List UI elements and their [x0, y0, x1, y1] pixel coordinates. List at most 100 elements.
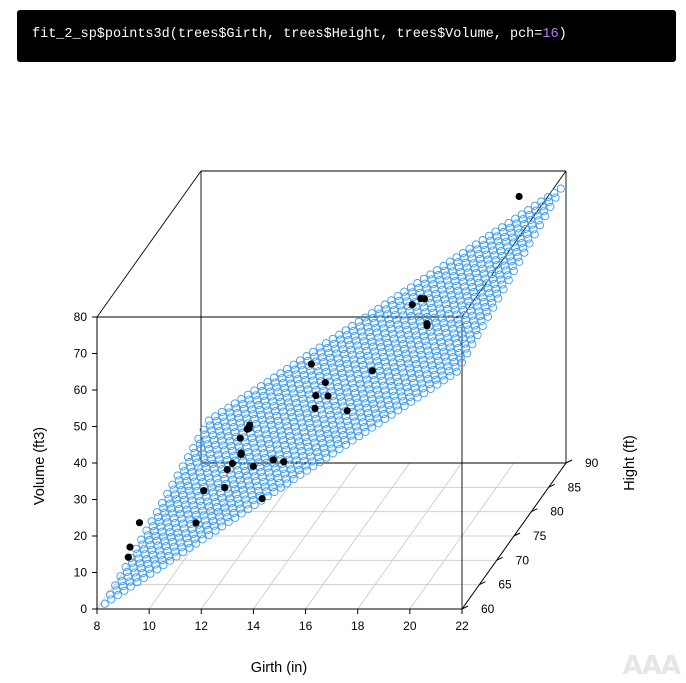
plane-marker [182, 505, 191, 514]
plane-marker [469, 316, 478, 325]
plane-marker [327, 387, 336, 396]
plane-marker [271, 435, 280, 444]
plane-marker [231, 485, 240, 494]
plane-marker [208, 459, 217, 468]
plane-marker [504, 247, 513, 256]
plane-marker [534, 216, 543, 225]
data-point [307, 360, 315, 368]
z-tick [461, 605, 469, 610]
plane-marker [189, 529, 198, 538]
plane-marker [190, 534, 199, 543]
plane-marker [530, 201, 539, 210]
plane-marker [214, 479, 223, 488]
plane-marker [481, 303, 490, 312]
plane-marker [241, 409, 250, 418]
plane-marker [261, 453, 270, 463]
plane-marker [283, 479, 292, 488]
plane-marker [449, 300, 459, 309]
plane-marker [191, 482, 200, 491]
plane-marker [459, 334, 468, 343]
data-point [221, 483, 229, 492]
plane-marker [351, 417, 360, 426]
plane-marker [337, 397, 347, 406]
plane-marker [277, 431, 287, 440]
plane-marker [448, 267, 457, 276]
plane-marker [301, 404, 310, 413]
plane-marker [238, 457, 247, 466]
plane-marker [233, 494, 242, 503]
plane-marker [326, 410, 335, 420]
plane-marker [176, 509, 185, 518]
plane-marker [315, 457, 324, 467]
plane-marker [410, 326, 419, 335]
plane-marker [251, 448, 260, 457]
plane-marker [283, 450, 292, 459]
x-tick-label: 16 [299, 619, 313, 633]
plane-marker [468, 311, 477, 320]
plane-marker [342, 331, 352, 340]
plane-marker [435, 304, 444, 313]
plane-marker [182, 534, 191, 543]
plane-marker [350, 360, 359, 369]
plane-marker [424, 375, 433, 384]
plane-marker [427, 275, 436, 284]
plane-marker [164, 523, 173, 532]
plane-marker [280, 383, 289, 392]
plane-marker [214, 507, 223, 516]
plane-marker [434, 299, 443, 308]
plane-marker [117, 577, 126, 586]
plane-marker [453, 286, 462, 295]
plane-marker [185, 486, 194, 495]
y-tick-label: 30 [74, 493, 88, 507]
plane-marker [517, 238, 526, 248]
plane-marker [496, 275, 505, 284]
plane-marker [367, 337, 376, 346]
plane-marker [442, 357, 451, 366]
plane-marker [298, 394, 307, 403]
plane-marker [474, 307, 483, 316]
plane-marker [181, 472, 190, 481]
plane-marker [397, 306, 406, 315]
plane-marker [455, 348, 464, 357]
plane-marker [421, 365, 430, 374]
plane-marker [213, 450, 223, 459]
plane-marker [211, 498, 220, 507]
plane-marker [377, 371, 386, 380]
plane-marker [482, 250, 491, 259]
plane-marker [432, 294, 442, 303]
plane-marker [358, 360, 367, 370]
plane-marker [473, 331, 482, 340]
plane-marker [387, 382, 396, 391]
plane-marker [259, 449, 268, 458]
plane-marker [365, 356, 374, 365]
plane-marker [359, 337, 369, 346]
plane-marker [460, 282, 469, 291]
plane-marker [266, 416, 275, 425]
plane-marker [158, 556, 167, 565]
plane-marker [431, 347, 440, 356]
plane-marker [213, 421, 223, 431]
plane-marker [431, 289, 440, 299]
plane-marker [244, 476, 253, 485]
plane-marker [330, 396, 339, 406]
plane-marker [507, 257, 516, 266]
plane-marker [442, 300, 451, 309]
plane-marker [459, 306, 468, 315]
plane-marker [463, 349, 472, 358]
plane-marker [262, 430, 271, 439]
plane-marker [369, 399, 378, 408]
plane-marker [296, 413, 305, 422]
plane-marker [504, 218, 513, 228]
plane-marker [236, 504, 245, 513]
plane-marker [494, 294, 503, 303]
plane-marker [177, 543, 186, 552]
plane-marker [354, 317, 363, 326]
plane-marker [211, 526, 220, 535]
plane-marker [369, 342, 378, 351]
x-tick-label: 14 [247, 619, 261, 633]
plane-marker [161, 513, 171, 522]
plane-marker [309, 347, 318, 356]
plane-marker [229, 423, 238, 432]
plane-marker [281, 388, 290, 397]
plane-marker [220, 446, 229, 455]
